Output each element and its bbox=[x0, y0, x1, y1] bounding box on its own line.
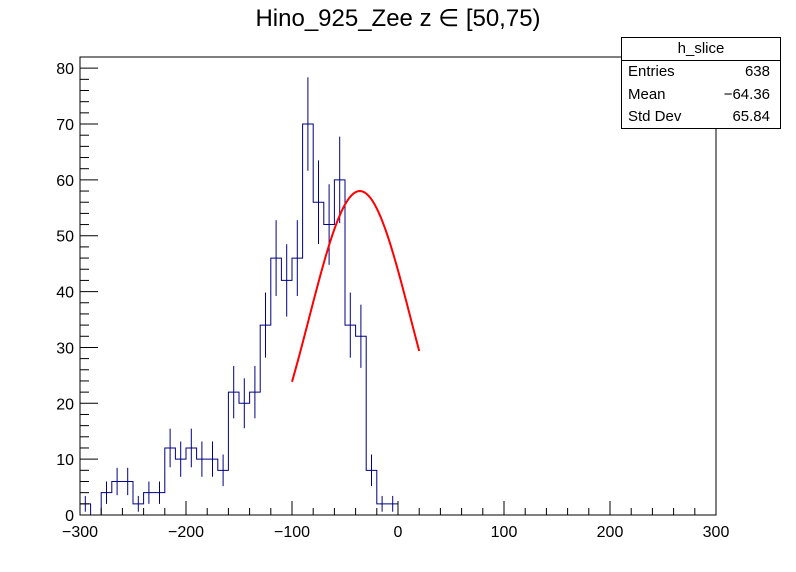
x-tick-label: 100 bbox=[491, 524, 518, 541]
stats-label: Entries bbox=[628, 63, 675, 80]
stats-label: Mean bbox=[628, 85, 666, 103]
stats-row-entries: Entries 638 bbox=[622, 61, 780, 84]
stats-value: 638 bbox=[744, 63, 770, 80]
error-bars bbox=[84, 77, 394, 512]
chart-title: Hino_925_Zee z ∈ [50,75) bbox=[255, 5, 541, 32]
stats-row-std-dev: Std Dev 65.84 bbox=[622, 106, 780, 129]
x-tick-label: −200 bbox=[168, 524, 204, 541]
y-tick-label: 70 bbox=[56, 117, 74, 134]
stats-row-mean: Mean −64.36 bbox=[622, 84, 780, 107]
x-tick-label: 300 bbox=[703, 524, 730, 541]
x-tick-label: −100 bbox=[274, 524, 310, 541]
histogram-outline bbox=[79, 123, 716, 516]
stats-box-title: h_slice bbox=[622, 38, 780, 61]
stats-box: h_slice Entries 638 Mean −64.36 Std Dev … bbox=[621, 37, 781, 129]
y-tick-label: 50 bbox=[56, 229, 74, 246]
y-tick-label: 60 bbox=[56, 173, 74, 190]
y-tick-label: 40 bbox=[56, 285, 74, 302]
y-tick-label: 10 bbox=[56, 452, 74, 469]
x-tick-label: 0 bbox=[394, 524, 403, 541]
y-tick-label: 20 bbox=[56, 396, 74, 413]
stats-label: Std Dev bbox=[628, 108, 682, 125]
y-tick-label: 80 bbox=[56, 61, 74, 78]
x-tick-label: −300 bbox=[62, 524, 98, 541]
stats-value: −64.36 bbox=[723, 85, 770, 103]
fit-curve bbox=[291, 190, 421, 383]
y-tick-label: 30 bbox=[56, 340, 74, 357]
x-axis: −300 −200 −100 0 100 200 300 bbox=[62, 501, 729, 541]
y-axis: 0 10 20 30 40 50 60 70 80 bbox=[56, 56, 98, 525]
x-tick-label: 200 bbox=[597, 524, 624, 541]
stats-value: 65.84 bbox=[732, 108, 770, 125]
y-tick-label: 0 bbox=[65, 508, 74, 525]
